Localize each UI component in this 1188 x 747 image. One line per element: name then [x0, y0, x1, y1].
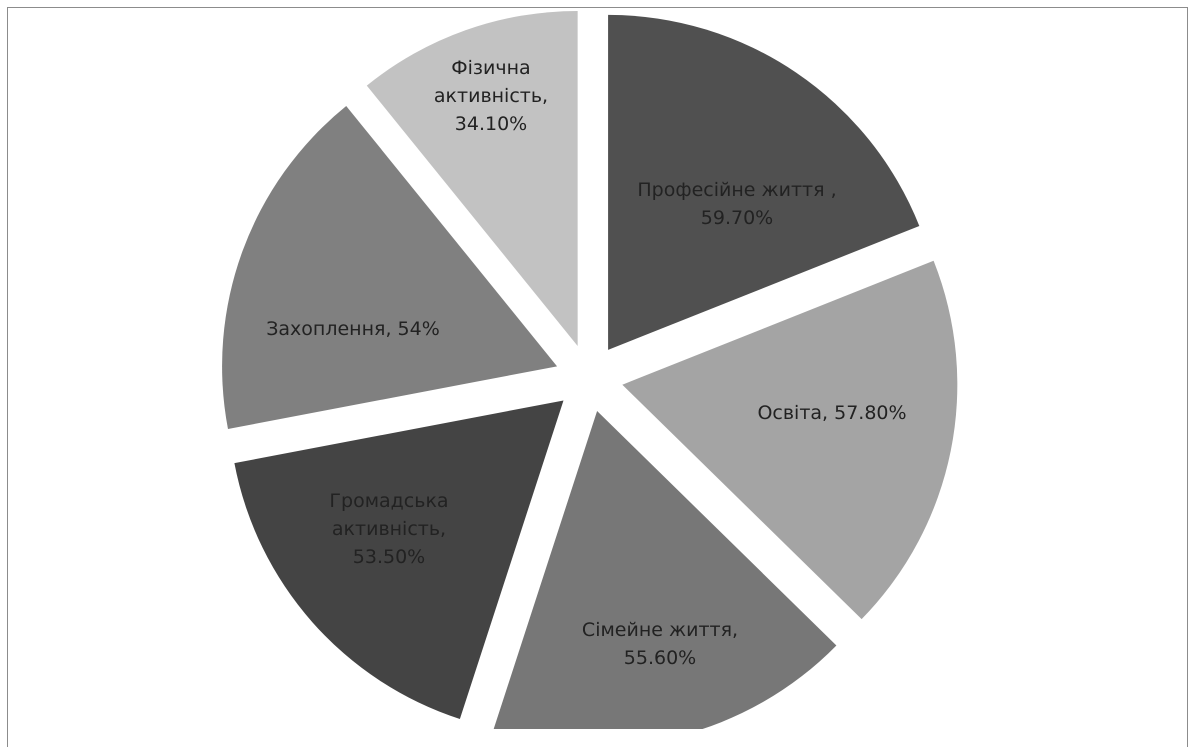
pie-slice-3 — [493, 411, 837, 729]
data-label-4: Громадська активність, 53.50% — [329, 490, 448, 568]
pie-slice-5 — [222, 106, 558, 429]
pie-slice-4 — [234, 400, 564, 720]
data-label-2: Освіта, 57.80% — [757, 402, 906, 424]
pie-chart: Професійне життя , 59.70% Освіта, 57.80% Сі… — [222, 10, 958, 729]
pie-data-labels: Професійне життя , 59.70% Освіта, 57.80% Сі… — [266, 57, 906, 669]
data-label-5: Захоплення, 54% — [266, 318, 440, 340]
data-label-6: Фізична активність, 34.10% — [434, 57, 548, 135]
data-label-3: Сімейне життя, 55.60% — [582, 619, 738, 669]
pie-slice-6 — [366, 10, 578, 346]
data-label-1: Професійне життя , 59.70% — [637, 179, 836, 229]
pie-slice-2 — [622, 260, 958, 620]
pie-slice-1 — [608, 14, 920, 350]
pie-slices — [222, 10, 958, 729]
